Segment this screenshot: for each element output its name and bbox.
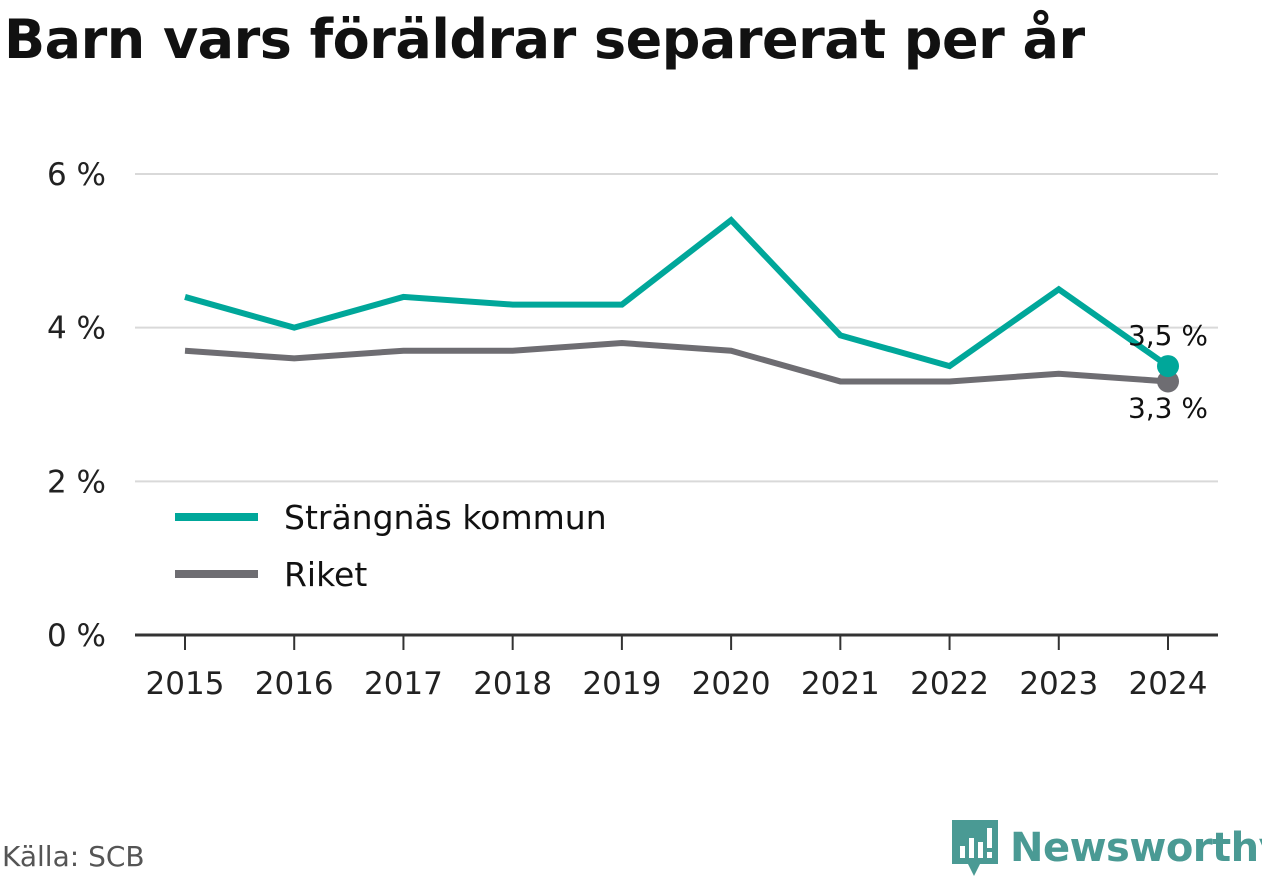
newsworthy-logo-icon — [952, 820, 998, 876]
end-markers: 3,3 % 3,5 % — [1128, 319, 1208, 424]
source-note: Källa: SCB — [2, 840, 145, 873]
x-tick-label: 2019 — [582, 666, 661, 702]
series-line-riket — [184, 340, 1169, 385]
x-tick-label: 2017 — [364, 666, 443, 702]
x-tick-label: 2021 — [801, 666, 880, 702]
x-tick-label: 2015 — [146, 666, 225, 702]
end-marker-strangnas — [1157, 355, 1179, 378]
brand-logo: Newsworthy — [950, 818, 1262, 878]
x-tick-label: 2022 — [910, 666, 989, 702]
legend-label: Riket — [284, 555, 367, 594]
x-tick-label: 2024 — [1129, 666, 1208, 702]
brand-name: Newsworthy — [1010, 825, 1262, 871]
end-marker-riket — [1157, 370, 1179, 393]
end-label-strangnas: 3,5 % — [1128, 319, 1208, 352]
x-axis: 2015 2016 2017 2018 2019 2020 2021 2022 2023 2024 — [135, 633, 1218, 702]
y-tick-label: 4 % — [47, 311, 106, 347]
y-tick-label: 2 % — [47, 464, 106, 500]
x-tick-label: 2023 — [1019, 666, 1098, 702]
y-tick-label: 6 % — [47, 157, 106, 193]
y-tick-label: 0 % — [47, 618, 106, 654]
end-label-riket: 3,3 % — [1128, 391, 1208, 424]
y-axis: 0 % 2 % 4 % 6 % — [47, 157, 106, 654]
line-chart: 0 % 2 % 4 % 6 % 2015 2016 2017 2018 2019 2020 202… — [47, 157, 1218, 702]
chart-title: Barn vars föräldrar separerat per år — [4, 8, 1085, 71]
x-tick-label: 2020 — [692, 666, 771, 702]
series-lines — [184, 216, 1170, 385]
legend: Strängnäs kommun Riket — [175, 498, 607, 594]
x-tick-label: 2016 — [255, 666, 334, 702]
gridlines — [135, 173, 1218, 483]
series-line-strangnas — [184, 216, 1170, 370]
legend-label: Strängnäs kommun — [284, 498, 607, 537]
x-tick-label: 2018 — [473, 666, 552, 702]
